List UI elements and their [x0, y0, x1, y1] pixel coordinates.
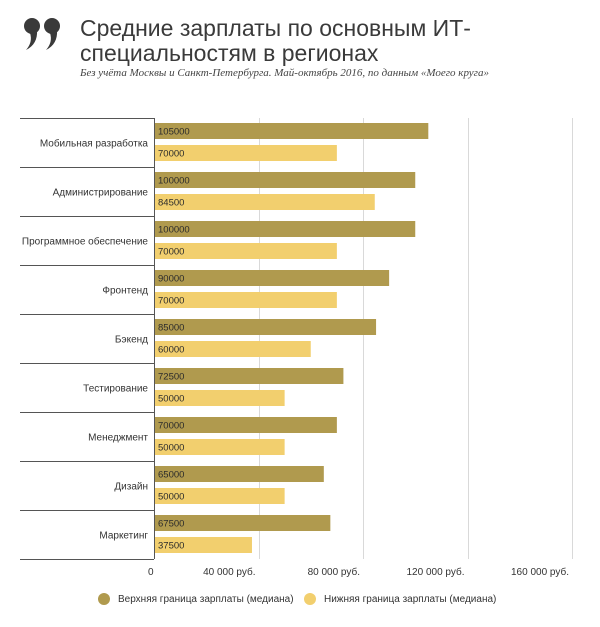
bar-lower: [155, 292, 337, 308]
bar-upper: [155, 417, 337, 433]
data-label-upper: 67500: [158, 519, 184, 530]
category-label: Тестирование: [83, 384, 148, 395]
data-label-lower: 50000: [158, 394, 184, 405]
bar-upper: [155, 319, 377, 335]
legend-swatch-lower: [304, 593, 316, 605]
x-tick-label: 120 000 руб.: [407, 566, 465, 578]
bar-lower: [155, 390, 285, 406]
chart-title: Средние зарплаты по основным ИТ-специаль…: [80, 15, 471, 66]
bar-lower: [155, 341, 311, 357]
data-label-lower: 50000: [158, 443, 184, 454]
bar-upper: [155, 221, 416, 237]
data-label-upper: 100000: [158, 225, 190, 236]
data-label-upper: 70000: [158, 421, 184, 432]
data-label-upper: 105000: [158, 127, 190, 138]
category-label: Администрирование: [53, 188, 149, 199]
bar-upper: [155, 270, 390, 286]
bar-upper: [155, 123, 429, 139]
data-label-upper: 85000: [158, 323, 184, 334]
category-label: Программное обеспечение: [22, 236, 149, 248]
data-label-lower: 60000: [158, 345, 184, 356]
category-label: Маркетинг: [99, 531, 148, 542]
x-tick-label: 80 000 руб.: [308, 566, 360, 578]
quote-icon: [24, 18, 60, 50]
bar-lower: [155, 488, 285, 504]
data-label-lower: 70000: [158, 296, 184, 307]
bar-lower: [155, 145, 337, 161]
x-tick-label: 160 000 руб.: [511, 566, 569, 578]
bar-chart: Мобильная разработка 105000 70000 Администр…: [20, 118, 573, 578]
bar-lower: [155, 194, 375, 210]
data-label-upper: 90000: [158, 274, 184, 285]
category-label: Мобильная разработка: [40, 138, 149, 150]
bar-upper: [155, 515, 331, 531]
legend-label-lower: Нижняя граница зарплаты (медиана): [324, 593, 497, 605]
category-label: Бэкенд: [115, 335, 148, 346]
bar-lower: [155, 439, 285, 455]
bar-lower: [155, 537, 252, 553]
bar-upper: [155, 466, 324, 482]
data-label-upper: 100000: [158, 176, 190, 187]
legend-item-lower: Нижняя граница зарплаты (медиана): [304, 593, 496, 605]
data-label-lower: 70000: [158, 247, 184, 258]
data-label-lower: 37500: [158, 541, 184, 552]
category-label: Фронтенд: [102, 286, 148, 297]
category-label: Дизайн: [114, 482, 148, 493]
bar-lower: [155, 243, 337, 259]
chart-subtitle: Без учёта Москвы и Санкт-Петербурга. Май…: [80, 67, 489, 79]
legend-item-upper: Верхняя граница зарплаты (медиана): [98, 593, 294, 605]
legend-label-upper: Верхняя граница зарплаты (медиана): [118, 593, 294, 605]
x-tick-label: 40 000 руб.: [203, 566, 255, 578]
x-tick-label: 0: [148, 567, 154, 578]
data-label-upper: 72500: [158, 372, 184, 383]
bar-upper: [155, 172, 416, 188]
bar-upper: [155, 368, 344, 384]
data-label-lower: 50000: [158, 492, 184, 503]
category-label: Менеджмент: [88, 433, 148, 444]
data-label-lower: 70000: [158, 149, 184, 160]
data-label-upper: 65000: [158, 470, 184, 481]
legend-swatch-upper: [98, 593, 110, 605]
data-label-lower: 84500: [158, 198, 184, 209]
